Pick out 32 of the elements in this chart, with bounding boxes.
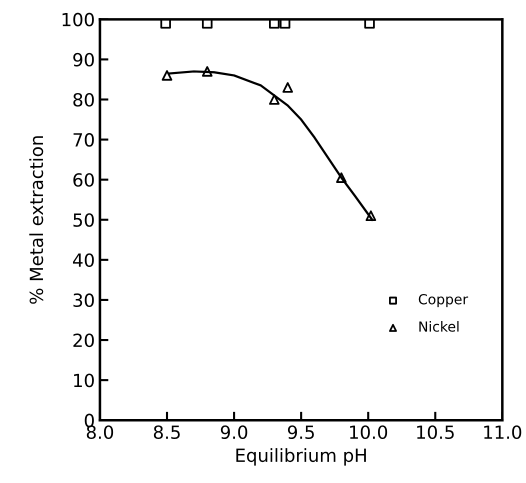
y-tick-label: 10 — [74, 374, 94, 388]
y-tick-label: 30 — [73, 293, 94, 308]
y-axis-title: % Metal extraction — [29, 136, 44, 304]
point — [366, 210, 376, 222]
y-tick-label: 20 — [73, 333, 94, 348]
legend-label: Nickel — [419, 321, 459, 332]
y-tick-label: 70 — [74, 133, 94, 147]
x-tick-label: 8.5 — [154, 425, 180, 440]
y-tick-label: 60 — [73, 173, 94, 187]
point — [280, 19, 290, 29]
x-tick-label: 8.0 — [86, 425, 114, 440]
x-tick-label: 10.0 — [350, 425, 388, 440]
point — [364, 19, 375, 29]
legend-label: Copper — [418, 294, 468, 308]
x-tick-label: 10.5 — [417, 425, 454, 440]
point — [202, 66, 213, 77]
y-tick-label: 40 — [72, 253, 94, 267]
point — [269, 94, 280, 105]
point — [162, 70, 172, 81]
x-tick-label: 11.0 — [484, 425, 522, 440]
y-tick-label: 100 — [62, 12, 94, 26]
x-tick-label: 9.5 — [288, 425, 314, 440]
x-axis-title: Equilibrium pH — [236, 448, 366, 466]
point — [269, 19, 280, 29]
y-tick-label: 90 — [73, 52, 94, 67]
y-tick-label: 50 — [73, 213, 94, 227]
point — [336, 172, 347, 183]
point — [202, 19, 213, 29]
point — [282, 82, 294, 93]
point — [160, 19, 171, 29]
y-tick-label: 80 — [73, 92, 94, 107]
x-tick-label: 9.0 — [220, 425, 248, 440]
